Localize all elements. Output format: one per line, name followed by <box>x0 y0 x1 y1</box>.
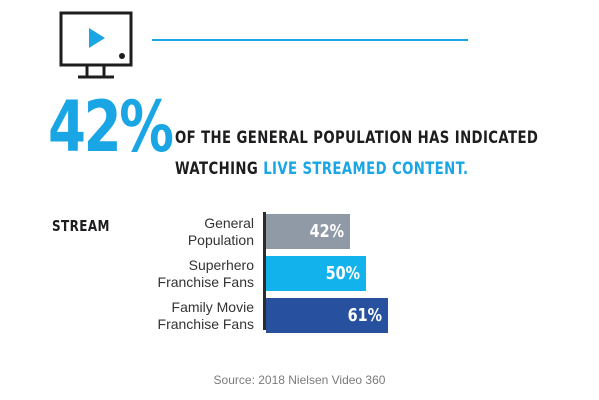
chart-axis-line <box>263 212 266 330</box>
category-label: Family Movie Franchise Fans <box>114 299 254 333</box>
category-label-line: General <box>204 215 254 231</box>
bar-value-label: 61% <box>347 305 382 326</box>
bar-value-label: 50% <box>325 263 360 284</box>
headline-line-2-prefix: WATCHING <box>175 159 264 179</box>
headline-line-1: OF THE GENERAL POPULATION HAS INDICATED <box>175 128 539 148</box>
category-label-line: Population <box>187 232 254 248</box>
headline-highlight: LIVE STREAMED CONTENT. <box>263 159 469 179</box>
category-label-line: Family Movie <box>171 299 254 315</box>
category-label-line: Franchise Fans <box>157 274 254 290</box>
chart-title: STREAM <box>52 217 110 235</box>
headline-text: OF THE GENERAL POPULATION HAS INDICATED … <box>175 123 538 185</box>
headline-percentage: 42% <box>48 86 174 168</box>
divider-line <box>152 39 468 41</box>
bar-value-label: 42% <box>309 221 344 242</box>
source-note: Source: 2018 Nielsen Video 360 <box>213 373 386 387</box>
bar-0: 42% <box>266 214 350 249</box>
bar-1: 50% <box>266 256 366 291</box>
category-label-line: Franchise Fans <box>157 316 254 332</box>
tv-play-icon <box>59 11 133 79</box>
category-label: Superhero Franchise Fans <box>114 257 254 291</box>
headline-line-2: WATCHING LIVE STREAMED CONTENT. <box>175 154 538 185</box>
category-label-line: Superhero <box>188 257 254 273</box>
category-label: General Population <box>114 215 254 249</box>
bar-2: 61% <box>266 298 388 333</box>
